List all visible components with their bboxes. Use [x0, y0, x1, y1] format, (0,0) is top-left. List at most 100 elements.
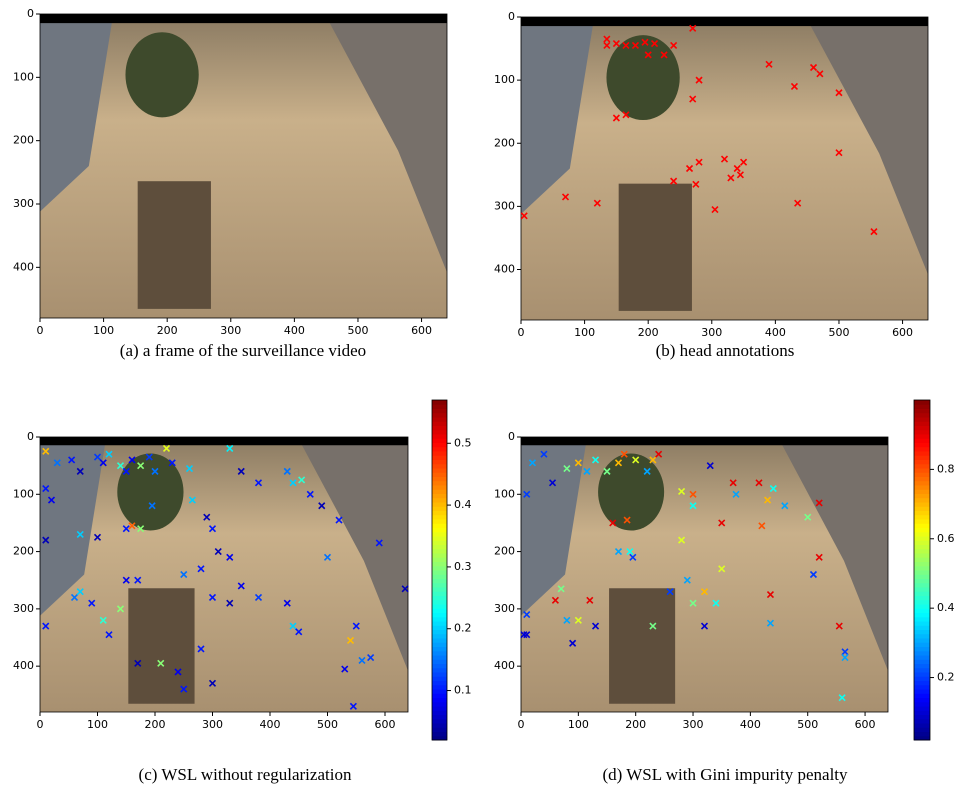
colorbar-slice: [432, 681, 447, 686]
colorbar-slice: [432, 715, 447, 720]
palm-tree: [125, 32, 198, 117]
colorbar-slice: [914, 498, 930, 503]
y-tick-label: 200: [13, 545, 34, 558]
x-tick-label: 400: [284, 324, 305, 337]
colorbar-slice: [914, 549, 930, 554]
colorbar-slice: [432, 528, 447, 533]
top-strip: [40, 14, 447, 23]
y-tick-label: 0: [508, 10, 515, 23]
page: {"chart_data": [ {"type": "image", "capt…: [0, 0, 961, 790]
colorbar-tick-label: 0.6: [937, 532, 955, 545]
colorbar-slice: [914, 438, 930, 443]
colorbar-slice: [914, 693, 930, 698]
panel: 010020030040050060001002003004000.20.40.…: [494, 400, 955, 784]
y-tick-label: 100: [494, 73, 515, 86]
colorbar-slice: [914, 715, 930, 720]
y-tick-label: 200: [494, 136, 515, 149]
colorbar-slice: [914, 664, 930, 669]
colorbar-slice: [432, 409, 447, 414]
colorbar-slice: [914, 625, 930, 630]
colorbar-slice: [914, 668, 930, 673]
colorbar-slice: [432, 723, 447, 728]
colorbar-slice: [914, 642, 930, 647]
x-tick-label: 600: [892, 326, 913, 339]
colorbar-slice: [432, 502, 447, 507]
colorbar-slice: [914, 451, 930, 456]
kiosk: [138, 181, 211, 309]
colorbar-slice: [914, 472, 930, 477]
colorbar-slice: [914, 672, 930, 677]
top-strip: [40, 437, 408, 445]
x-tick-label: 0: [518, 326, 525, 339]
colorbar-slice: [914, 557, 930, 562]
colorbar-slice: [914, 579, 930, 584]
colorbar-slice: [432, 498, 447, 503]
colorbar-slice: [432, 668, 447, 673]
colorbar-slice: [432, 400, 447, 405]
colorbar-slice: [432, 557, 447, 562]
colorbar-slice: [432, 515, 447, 520]
colorbar-slice: [432, 702, 447, 707]
x-tick-label: 500: [317, 718, 338, 731]
y-tick-label: 100: [494, 487, 515, 500]
colorbar-slice: [914, 528, 930, 533]
colorbar-slice: [432, 540, 447, 545]
y-tick-label: 400: [494, 263, 515, 276]
colorbar-slice: [914, 447, 930, 452]
colorbar-slice: [432, 519, 447, 524]
colorbar-slice: [914, 587, 930, 592]
colorbar-slice: [432, 676, 447, 681]
colorbar-slice: [432, 630, 447, 635]
colorbar-slice: [914, 464, 930, 469]
colorbar-slice: [914, 523, 930, 528]
colorbar-slice: [914, 515, 930, 520]
colorbar-slice: [432, 434, 447, 439]
colorbar-slice: [432, 732, 447, 737]
colorbar-slice: [914, 532, 930, 537]
colorbar-slice: [914, 421, 930, 426]
colorbar-slice: [914, 613, 930, 618]
colorbar-slice: [914, 519, 930, 524]
y-tick-label: 100: [13, 487, 34, 500]
colorbar-slice: [432, 634, 447, 639]
colorbar-slice: [432, 413, 447, 418]
y-tick-label: 300: [494, 199, 515, 212]
colorbar-slice: [432, 532, 447, 537]
colorbar-slice: [432, 417, 447, 422]
colorbar-slice: [914, 489, 930, 494]
x-tick-label: 300: [683, 718, 704, 731]
colorbar-slice: [432, 574, 447, 579]
colorbar-slice: [432, 430, 447, 435]
x-tick-label: 200: [145, 718, 166, 731]
x-tick-label: 100: [87, 718, 108, 731]
x-tick-label: 400: [740, 718, 761, 731]
colorbar-slice: [432, 506, 447, 511]
y-tick-label: 400: [494, 659, 515, 672]
colorbar-slice: [914, 553, 930, 558]
colorbar-slice: [432, 511, 447, 516]
y-tick-label: 300: [13, 197, 34, 210]
colorbar-slice: [914, 562, 930, 567]
colorbar-slice: [914, 511, 930, 516]
colorbar-slice: [432, 494, 447, 499]
colorbar-slice: [914, 604, 930, 609]
colorbar-tick-label: 0.5: [454, 436, 472, 449]
colorbar-slice: [432, 689, 447, 694]
colorbar-slice: [432, 617, 447, 622]
colorbar-slice: [432, 608, 447, 613]
colorbar-tick-label: 0.2: [937, 671, 955, 684]
colorbar-slice: [432, 485, 447, 490]
colorbar-slice: [432, 706, 447, 711]
kiosk: [619, 184, 692, 311]
colorbar-slice: [432, 591, 447, 596]
colorbar-slice: [914, 727, 930, 732]
panel: 01002003004005006000100200300400(a) a fr…: [13, 7, 447, 360]
x-tick-label: 300: [220, 324, 241, 337]
colorbar-slice: [432, 710, 447, 715]
colorbar-slice: [432, 451, 447, 456]
x-tick-label: 200: [625, 718, 646, 731]
colorbar-slice: [914, 702, 930, 707]
colorbar-slice: [432, 545, 447, 550]
colorbar-slice: [914, 434, 930, 439]
colorbar-slice: [432, 489, 447, 494]
